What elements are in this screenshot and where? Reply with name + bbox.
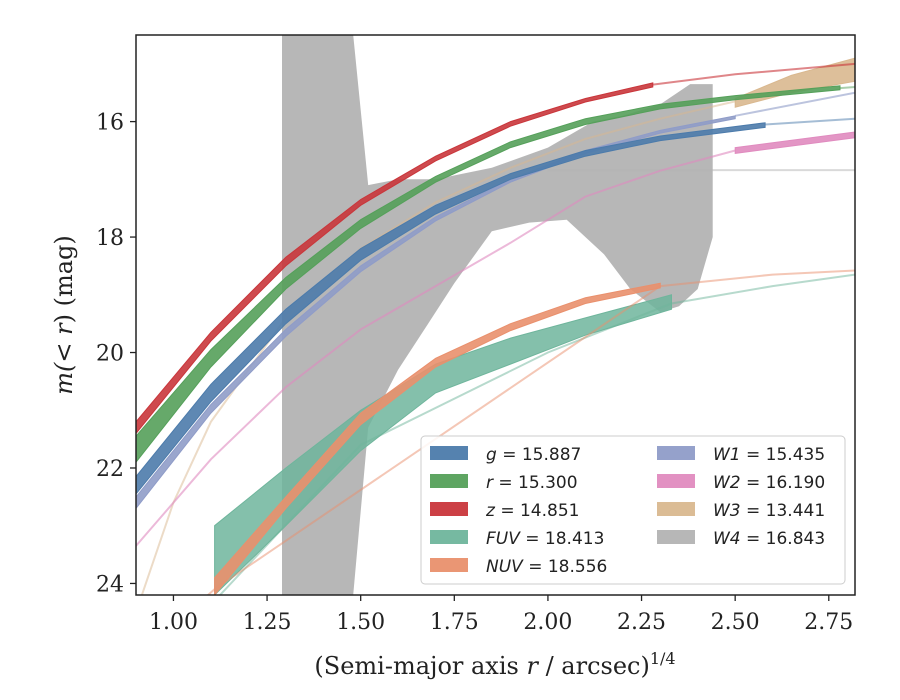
x-tick-label: 1.75	[430, 610, 479, 635]
x-tick-label: 1.00	[149, 610, 198, 635]
line-r	[839, 86, 855, 90]
line-w1	[735, 91, 855, 117]
band-w2	[734, 131, 855, 154]
legend-swatch-fuv	[430, 530, 468, 544]
y-axis-ticks: 16 18 20 22 24	[96, 111, 136, 597]
plot-area	[136, 35, 855, 595]
legend-label-w3: W3 = 13.441	[713, 501, 825, 521]
line-w2	[136, 149, 736, 547]
plot-frame	[135, 34, 856, 596]
x-tick-label: 1.50	[336, 610, 385, 635]
legend-swatch-r	[430, 474, 468, 488]
legend-swatch-w3	[657, 502, 695, 516]
y-tick-label: 18	[96, 226, 124, 251]
legend-label-z: z = 14.851	[485, 501, 579, 521]
line-w3	[140, 100, 736, 595]
legend-label-w4: W4 = 16.843	[713, 529, 825, 549]
legend: g = 15.887 r = 15.300 z = 14.851 FUV = 18.4…	[420, 435, 846, 585]
x-axis-label: (Semi-major axis r / arcsec)1/4	[314, 649, 675, 680]
legend-swatch-w2	[657, 474, 695, 488]
legend-label-fuv: FUV = 18.413	[486, 529, 604, 549]
x-tick-label: 2.50	[711, 610, 760, 635]
legend-swatch-w4	[657, 530, 695, 544]
line-z	[652, 62, 855, 86]
x-axis-ticks: 1.00 1.25 1.50 1.75 2.00 2.25 2.50 2.75	[149, 595, 853, 635]
legend-label-w1: W1 = 15.435	[713, 445, 825, 465]
band-nuv	[214, 282, 661, 595]
x-tick-label: 2.00	[523, 610, 572, 635]
band-z	[136, 82, 654, 435]
y-tick-label: 24	[96, 572, 124, 597]
band-w4	[282, 35, 713, 595]
legend-swatch-nuv	[430, 558, 468, 572]
legend-swatch-w1	[657, 446, 695, 460]
y-tick-label: 20	[96, 342, 124, 367]
band-g	[136, 122, 766, 495]
legend-label-r: r = 15.300	[486, 473, 578, 493]
legend-label-g: g = 15.887	[486, 445, 581, 465]
legend-label-w2: W2 = 16.190	[713, 473, 825, 493]
line-g	[765, 117, 855, 126]
x-tick-label: 1.25	[243, 610, 292, 635]
x-tick-label: 2.25	[617, 610, 666, 635]
legend-swatch-g	[430, 446, 468, 460]
line-fuv	[218, 273, 855, 595]
legend-label-nuv: NUV = 18.556	[486, 557, 607, 577]
band-w1	[136, 115, 736, 510]
y-axis-label: m(< r) (mag)	[50, 235, 78, 395]
legend-swatch-z	[430, 502, 468, 516]
line-nuv	[206, 269, 855, 595]
band-r	[136, 85, 841, 464]
y-tick-label: 16	[96, 111, 124, 136]
legend-frame	[420, 435, 846, 585]
x-tick-label: 2.75	[804, 610, 853, 635]
y-tick-label: 22	[96, 457, 124, 482]
